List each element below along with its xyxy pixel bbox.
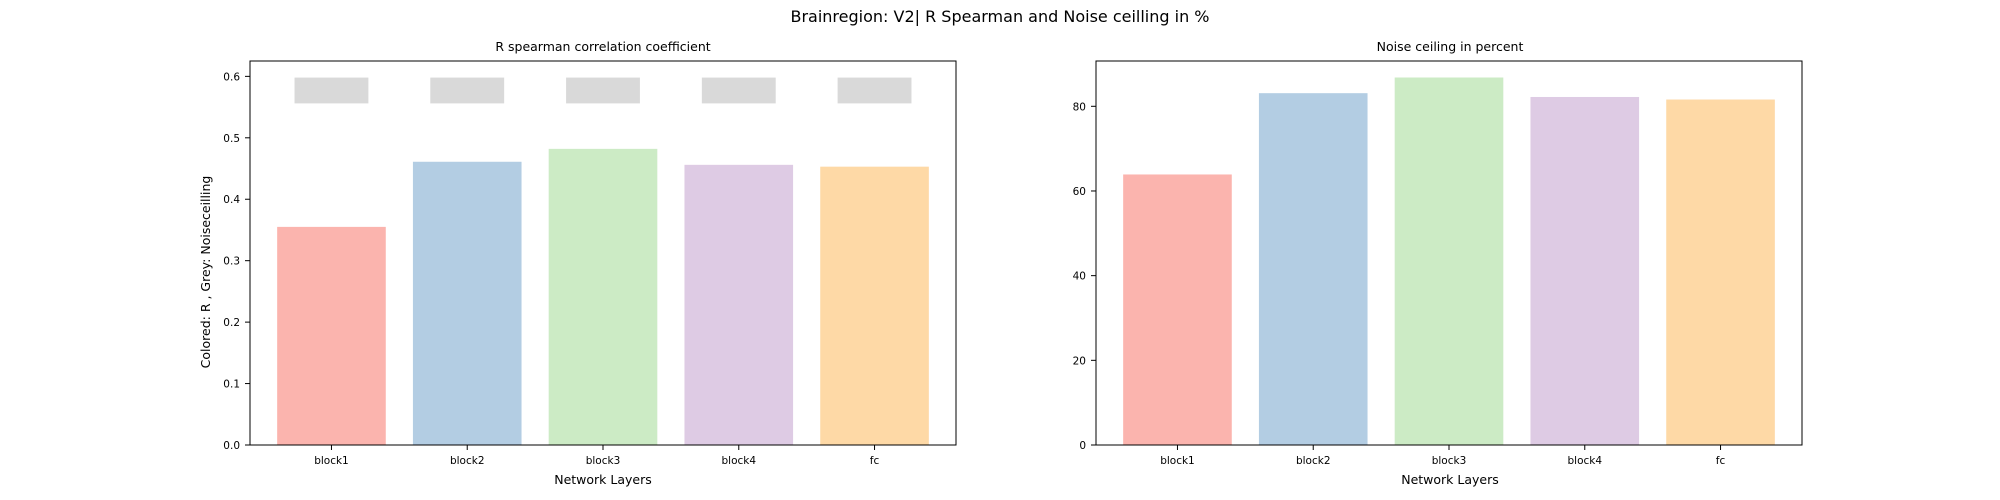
x-tick-label: block4 (721, 455, 756, 467)
y-tick-label: 40 (1073, 271, 1086, 283)
y-tick-label: 0.4 (223, 194, 240, 206)
bar-block2 (1258, 93, 1368, 446)
bar-block1 (277, 226, 386, 445)
y-tick-label: 0.3 (223, 256, 240, 268)
bar-block1 (1123, 174, 1232, 445)
y-tick-label: 0.1 (223, 379, 240, 391)
x-tick-label: fc (1716, 455, 1726, 467)
y-axis-label: Colored: R , Grey: Noiseceilling (198, 176, 213, 369)
y-tick-label: 0.2 (223, 317, 240, 329)
noise-ceiling-block3 (566, 77, 640, 104)
x-tick-label: block2 (1296, 455, 1331, 467)
chart-noise-ceiling: Noise ceiling in percent Network Layers … (1073, 39, 1803, 487)
x-tick-label: block2 (450, 455, 485, 467)
y-tick-label: 60 (1073, 186, 1086, 198)
x-tick-label: block1 (314, 455, 349, 467)
bar-block4 (684, 164, 794, 445)
bar-block3 (548, 148, 658, 446)
y-tick-label: 20 (1073, 355, 1086, 367)
y-tick-label: 0.6 (223, 71, 240, 83)
bar-fc (820, 166, 929, 445)
y-tick-label: 0 (1079, 440, 1086, 452)
x-tick-label: block1 (1160, 455, 1195, 467)
chart-title: Noise ceiling in percent (1377, 39, 1524, 54)
bar-fc (1666, 99, 1775, 446)
noise-ceiling-block4 (701, 77, 776, 104)
x-tick-label: block3 (1432, 455, 1467, 467)
y-tick-label: 0.5 (223, 133, 240, 145)
x-axis-label: Network Layers (1401, 472, 1499, 487)
bar-block2 (412, 161, 522, 445)
x-axis-label: Network Layers (554, 472, 652, 487)
x-tick-label: block3 (586, 455, 621, 467)
noise-ceiling-fc (837, 77, 912, 104)
y-tick-label: 80 (1073, 101, 1086, 113)
y-tick-label: 0.0 (223, 440, 240, 452)
figure-suptitle: Brainregion: V2| R Spearman and Noise ce… (790, 7, 1209, 26)
x-tick-label: block4 (1567, 455, 1602, 467)
noise-ceiling-block2 (430, 77, 505, 104)
x-tick-label: fc (870, 455, 880, 467)
bar-block4 (1530, 96, 1640, 446)
chart-r-spearman: R spearman correlation coefficient Netwo… (198, 39, 957, 487)
noise-ceiling-block1 (294, 77, 369, 104)
bar-block3 (1394, 77, 1504, 446)
chart-title: R spearman correlation coefficient (495, 39, 710, 54)
